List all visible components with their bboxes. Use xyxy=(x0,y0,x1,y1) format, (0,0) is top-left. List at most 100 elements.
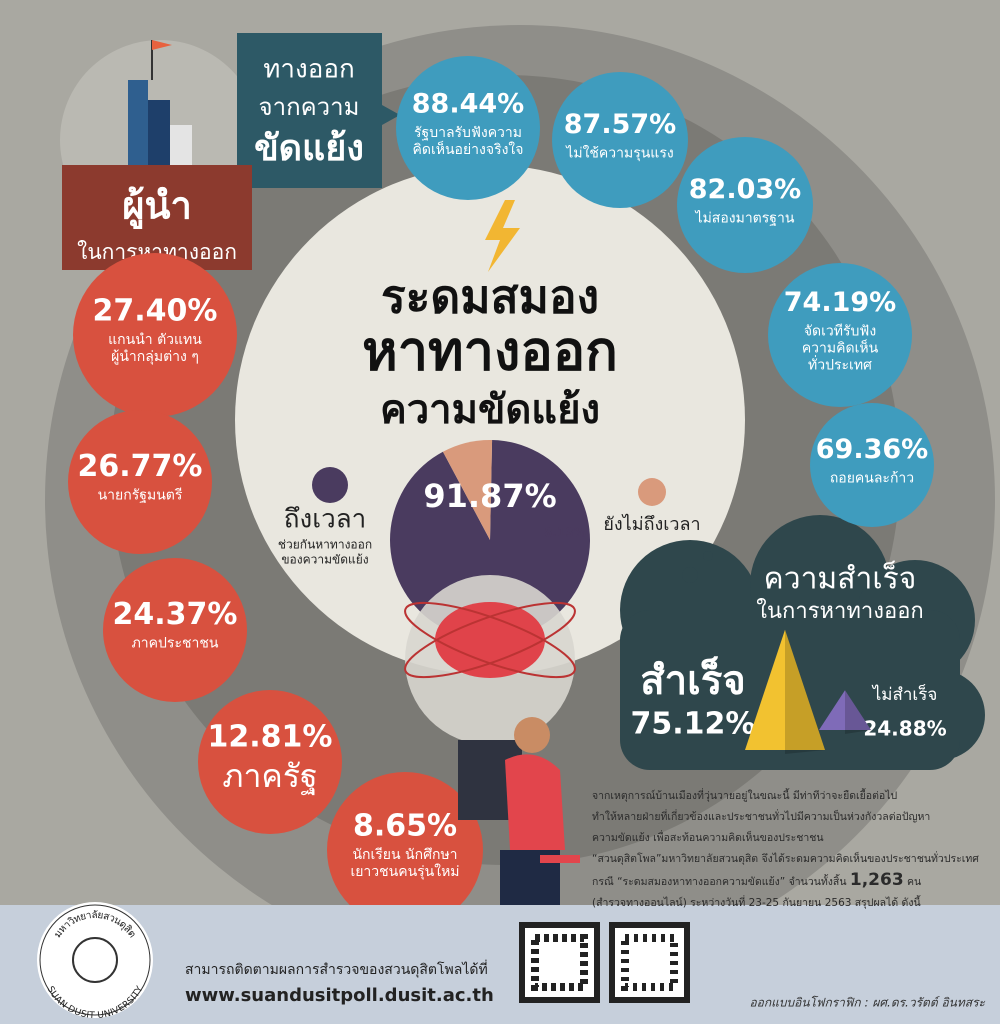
description-line: “สวนดุสิตโพล”มหาวิทยาลัยสวนดุสิต จึงได้ร… xyxy=(592,853,979,865)
stat-value: 26.77% xyxy=(78,449,203,484)
brain xyxy=(435,602,545,678)
sample-size: 1,263 xyxy=(849,870,904,890)
podium xyxy=(170,125,192,170)
stat-circle xyxy=(73,253,237,417)
url: www.suandusitpoll.dusit.ac.th xyxy=(185,985,494,1006)
description-line: จากเหตุการณ์บ้านเมืองที่วุ่นวายอยู่ในขณะ… xyxy=(592,790,898,802)
stat-label: รัฐบาลรับฟังความ xyxy=(414,125,522,141)
stat-value: 8.65% xyxy=(353,809,457,844)
stat-circle xyxy=(552,72,688,208)
stat-label: ความคิดเห็น xyxy=(802,339,879,357)
stat-circle xyxy=(677,137,813,273)
stat-label: นักเรียน นักศึกษา xyxy=(352,847,457,863)
stat-label: ภาครัฐ xyxy=(222,757,317,796)
stat-circle xyxy=(103,558,247,702)
stat-value: 87.57% xyxy=(564,109,676,140)
stat-value: 24.37% xyxy=(113,597,238,632)
stat-label: แกนนำ ตัวแทน xyxy=(108,332,202,348)
stat-label: ถอยคนละก้าว xyxy=(830,471,914,487)
logo-globe xyxy=(72,937,118,983)
success-value: 75.12% xyxy=(631,707,756,742)
stat-value: 74.19% xyxy=(784,287,896,318)
stat-circle xyxy=(198,690,342,834)
pyramid-shade xyxy=(785,629,825,754)
success-name: ไม่สำเร็จ xyxy=(871,683,938,705)
leaders-title: ผู้นำ xyxy=(122,184,192,230)
description-line: ความขัดแย้ง เพื่อสะท้อนความคิดเห็นของประ… xyxy=(592,832,824,844)
stat-value: 88.44% xyxy=(412,89,524,120)
success-name: สำเร็จ xyxy=(640,655,745,704)
description-line: กรณี “ระดมสมองหาทางออกความขัดแย้ง” จำนวน… xyxy=(592,870,992,893)
solutions-box xyxy=(237,33,382,188)
stool xyxy=(540,855,580,863)
orbit xyxy=(404,601,576,679)
success-title: ในการหาทางออก xyxy=(756,598,923,624)
stat-circle xyxy=(68,410,212,554)
podium xyxy=(148,100,170,170)
footer-band xyxy=(0,905,1000,1024)
stat-label: ภาคประชาชน xyxy=(132,636,219,652)
description-line: ทำให้หลายฝ่ายที่เกี่ยวข้องและประชาชนทั่ว… xyxy=(592,811,931,823)
pie-slice xyxy=(442,440,493,540)
pyramid-shade xyxy=(845,690,871,734)
success-cloud xyxy=(620,515,985,770)
stat-value: 27.40% xyxy=(93,294,218,329)
qr-pattern xyxy=(531,934,588,991)
stat-label: จัดเวทีรับฟัง xyxy=(804,324,876,340)
pie-label: 91.87% xyxy=(423,477,556,515)
stat-circle xyxy=(327,772,483,928)
orbit xyxy=(404,601,576,679)
pointer xyxy=(382,105,400,125)
podium xyxy=(128,80,148,170)
stat-label: เยาวชนคนรุ่นใหม่ xyxy=(350,863,459,880)
stat-label: ไม่ใช้ความรุนแรง xyxy=(565,145,673,162)
solutions-title: ทางออก xyxy=(263,55,354,85)
stat-circle xyxy=(396,56,540,200)
main-title: หาทางออก xyxy=(362,320,618,383)
legend-swatch xyxy=(312,467,348,503)
leaders-box xyxy=(62,165,252,270)
person-head xyxy=(514,717,550,753)
cloud-dot xyxy=(703,551,713,561)
legend-note: ช่วยกันหาทางออก xyxy=(278,538,372,552)
stat-value: 82.03% xyxy=(689,174,801,205)
pyramid xyxy=(745,629,825,750)
inner-disc xyxy=(235,165,745,675)
lightning xyxy=(485,200,520,272)
pie-label: 8.13% xyxy=(544,526,586,540)
stat-circle xyxy=(810,403,934,527)
legend-swatch xyxy=(638,478,666,506)
stat-label: คิดเห็นอย่างจริงใจ xyxy=(413,140,524,158)
description: จากเหตุการณ์บ้านเมืองที่วุ่นวายอยู่ในขณะ… xyxy=(592,786,992,914)
stat-label: ไม่สองมาตรฐาน xyxy=(695,210,795,227)
stat-value: 69.36% xyxy=(816,434,928,465)
stat-label: นายกรัฐมนตรี xyxy=(98,488,183,504)
legend-note: ของความขัดแย้ง xyxy=(281,553,368,567)
description-text: คน xyxy=(907,876,922,888)
follow-text: สามารถติดตามผลการสำรวจของสวนดุสิตโพลได้ท… xyxy=(185,960,488,978)
stat-value: 12.81% xyxy=(208,720,333,755)
legend-label: ถึงเวลา xyxy=(284,505,366,535)
solutions-title: จากความ xyxy=(259,93,360,121)
description-text: กรณี “ระดมสมองหาทางออกความขัดแย้ง” จำนวน… xyxy=(592,876,847,888)
pie-slice xyxy=(389,440,591,640)
flag xyxy=(152,40,172,50)
success-value: 24.88% xyxy=(863,717,946,741)
stat-label: ทั่วประเทศ xyxy=(808,356,872,374)
logo-ring xyxy=(39,904,151,1016)
qr-pattern xyxy=(621,934,678,991)
description-line: (สำรวจทางออนไลน์) ระหว่างวันที่ 23-25 กั… xyxy=(592,897,921,909)
success-title: ความสำเร็จ xyxy=(764,560,917,597)
main-title: ความขัดแย้ง xyxy=(380,387,600,433)
person-body xyxy=(505,754,565,850)
stat-circle xyxy=(768,263,912,407)
legend-label: ยังไม่ถึงเวลา xyxy=(603,513,700,535)
pyramid xyxy=(819,690,871,730)
logo xyxy=(37,902,153,1018)
stat-label: ผู้นำกลุ่มต่าง ๆ xyxy=(111,349,199,365)
cloud-dot xyxy=(682,567,698,583)
credit: ออกแบบอินโฟกราฟิก : ผศ.ดร.วรัตต์ อินทสระ xyxy=(749,996,985,1010)
main-title: ระดมสมอง xyxy=(381,270,599,324)
